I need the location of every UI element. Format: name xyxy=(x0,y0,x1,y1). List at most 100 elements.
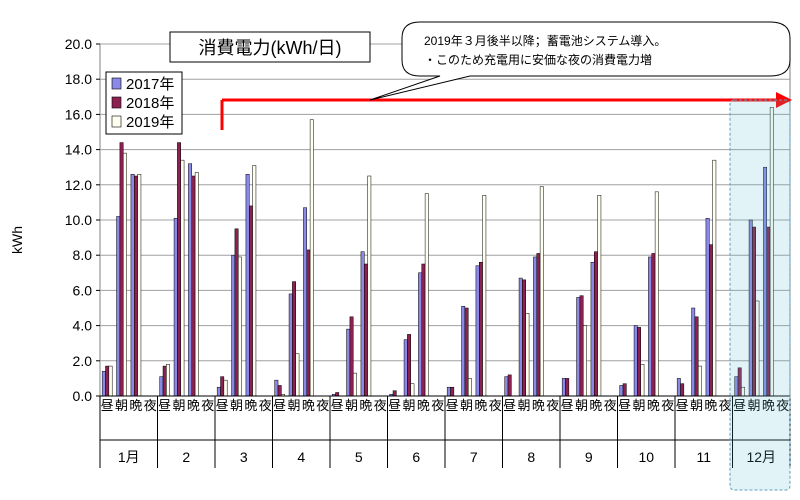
gridlines xyxy=(99,43,791,397)
x-tick-label: 昼 xyxy=(503,398,516,413)
month-label: 4 xyxy=(297,449,305,465)
chart-title: 消費電力(kWh/日) xyxy=(199,38,342,58)
bar-2017年-29 xyxy=(518,277,523,397)
x-tick-label: 夜 xyxy=(776,398,789,413)
bar-2017年-12 xyxy=(274,379,279,397)
bar-2019年-42 xyxy=(712,159,717,397)
bar-2018年-5 xyxy=(177,142,181,397)
month-label: 3 xyxy=(240,449,248,465)
x-tick-label: 晩 xyxy=(187,398,200,413)
bar-2017年-5 xyxy=(173,217,178,397)
x-tick-label: 昼 xyxy=(446,398,459,413)
bar-2017年-33 xyxy=(576,297,581,397)
annotation-line-1: 2019年３月後半以降；蓄電池システム導入。 xyxy=(424,34,666,48)
legend-swatch xyxy=(111,115,122,128)
bar-2017年-25 xyxy=(461,305,466,397)
bar-2017年-9 xyxy=(231,254,236,397)
x-tick-label: 朝 xyxy=(115,398,128,413)
legend-swatch xyxy=(111,96,122,109)
x-tick-label: 晩 xyxy=(129,398,142,413)
bar-2017年-4 xyxy=(159,376,164,397)
bar-2018年-40 xyxy=(680,383,685,397)
y-tick-label: 0.0 xyxy=(73,388,93,404)
x-tick-label: 夜 xyxy=(719,398,732,413)
x-tick-label: 夜 xyxy=(316,398,329,413)
bar-2019年-33 xyxy=(582,325,587,397)
bar-2017年-41 xyxy=(691,307,696,397)
month-label: 8 xyxy=(527,449,535,465)
bar-2019年-37 xyxy=(640,364,645,397)
bar-2019年-2 xyxy=(137,173,142,397)
bar-2018年-4 xyxy=(162,365,167,397)
bar-2018年-28 xyxy=(507,374,512,397)
bar-2018年-26 xyxy=(479,261,483,397)
x-tick-label: 昼 xyxy=(618,398,631,413)
x-tick-label: 昼 xyxy=(733,398,746,413)
x-tick-label: 朝 xyxy=(403,398,416,413)
bars xyxy=(101,107,774,397)
bar-2017年-26 xyxy=(475,265,480,397)
x-tick-label: 昼 xyxy=(216,398,229,413)
bar-2019年-21 xyxy=(410,383,415,397)
bar-2018年-16 xyxy=(335,392,340,397)
month-label: 10 xyxy=(638,449,654,465)
month-label: 5 xyxy=(355,449,363,465)
month-label: 12月 xyxy=(746,449,776,465)
bar-2018年-38 xyxy=(651,253,656,397)
bar-2017年-32 xyxy=(561,378,566,397)
x-tick-label: 夜 xyxy=(259,398,272,413)
x-tick-label: 朝 xyxy=(575,398,588,413)
bar-2019年-10 xyxy=(252,165,257,397)
x-tick-label: 朝 xyxy=(345,398,358,413)
bar-2018年-1 xyxy=(119,142,124,397)
x-tick-label: 朝 xyxy=(460,398,473,413)
month-label: 1月 xyxy=(118,449,140,465)
bar-2018年-0 xyxy=(105,365,110,397)
bar-2017年-17 xyxy=(346,328,351,397)
x-tick-label: 昼 xyxy=(273,398,286,413)
annotation-arrow xyxy=(220,92,792,130)
x-tick-label: 晩 xyxy=(359,398,372,413)
bar-2018年-22 xyxy=(421,263,426,397)
bar-2017年-2 xyxy=(130,173,135,397)
legend-label: 2019年 xyxy=(126,114,174,131)
bar-2019年-22 xyxy=(424,193,429,397)
bar-2019年-6 xyxy=(194,172,199,397)
x-tick-label: 昼 xyxy=(561,398,574,413)
legend-label: 2017年 xyxy=(126,76,174,93)
x-tick-label: 昼 xyxy=(331,398,344,413)
bar-2019年-14 xyxy=(309,119,314,397)
month-label: 9 xyxy=(585,449,593,465)
bar-2019年-29 xyxy=(525,313,530,397)
x-tick-label: 晩 xyxy=(417,398,430,413)
bar-2017年-10 xyxy=(245,173,250,397)
y-tick-label: 12.0 xyxy=(65,177,92,193)
bar-2019年-34 xyxy=(597,195,602,397)
bar-2017年-30 xyxy=(533,256,538,397)
bar-2018年-18 xyxy=(364,263,368,397)
y-tick-label: 20.0 xyxy=(65,36,92,52)
bar-2017年-21 xyxy=(403,339,408,397)
legend-label: 2018年 xyxy=(126,95,174,112)
y-tick-label: 2.0 xyxy=(73,353,93,369)
annotation-callout: 2019年３月後半以降；蓄電池システム導入。 ・このため充電用に安価な夜の消費電… xyxy=(369,21,791,101)
bar-2017年-28 xyxy=(504,376,509,397)
y-tick-label: 6.0 xyxy=(73,282,93,298)
bar-2017年-1 xyxy=(116,216,121,397)
x-tick-label: 夜 xyxy=(546,398,559,413)
bar-2018年-42 xyxy=(709,244,713,397)
x-tick-label: 朝 xyxy=(173,398,186,413)
bar-2018年-21 xyxy=(407,334,411,397)
x-tick-label: 朝 xyxy=(288,398,301,413)
bar-2019年-25 xyxy=(467,378,472,397)
bar-2018年-17 xyxy=(349,316,354,397)
bar-2019年-0 xyxy=(108,365,113,397)
bar-2018年-6 xyxy=(191,175,196,397)
bar-2017年-38 xyxy=(648,256,653,397)
bar-2019年-13 xyxy=(295,353,300,397)
december-highlight xyxy=(729,99,791,491)
bar-2017年-37 xyxy=(633,325,638,397)
bar-2017年-22 xyxy=(418,272,423,397)
bar-2018年-10 xyxy=(249,205,253,397)
